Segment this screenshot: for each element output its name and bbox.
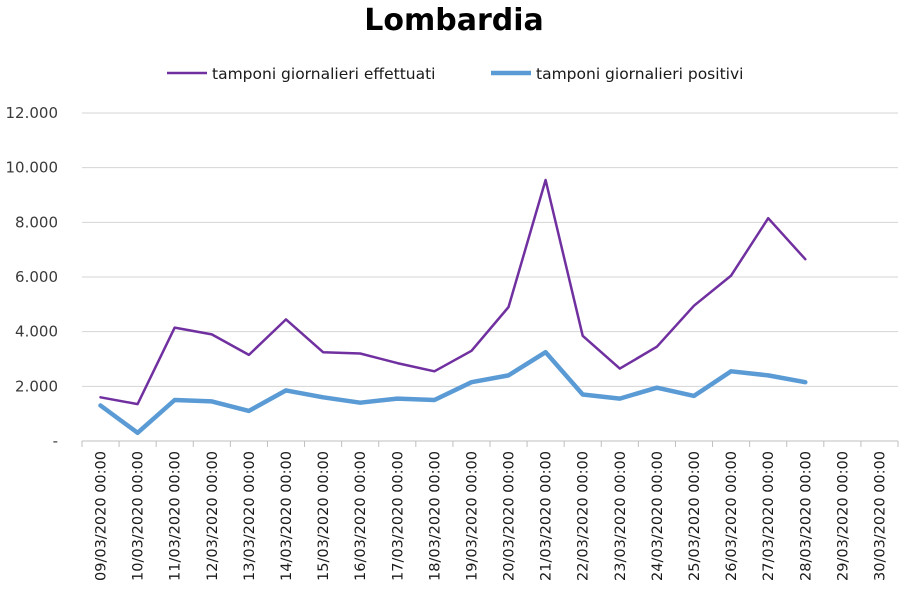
series-line-positivi bbox=[98, 349, 808, 436]
legend-label-positivi: tamponi giornalieri positivi bbox=[536, 65, 743, 83]
series-lines bbox=[98, 178, 808, 436]
y-axis-ticks: - 2.000 4.000 6.000 8.000 10.000 12.000 bbox=[6, 104, 59, 450]
y-tick-label: 10.000 bbox=[6, 159, 59, 177]
x-tick-label: 18/03/2020 00:00 bbox=[427, 451, 443, 581]
y-tick-label: 8.000 bbox=[15, 213, 58, 231]
x-tick-label: 16/03/2020 00:00 bbox=[353, 451, 369, 581]
x-tick-label: 23/03/2020 00:00 bbox=[613, 451, 629, 581]
x-tick-label: 20/03/2020 00:00 bbox=[502, 451, 518, 581]
legend: tamponi giornalieri effettuati tamponi g… bbox=[167, 65, 743, 83]
x-tick-label: 14/03/2020 00:00 bbox=[279, 451, 295, 581]
x-tick-label: 15/03/2020 00:00 bbox=[316, 451, 332, 581]
x-tick-label: 10/03/2020 00:00 bbox=[131, 451, 147, 581]
x-tick-label: 27/03/2020 00:00 bbox=[761, 451, 777, 581]
grid-lines bbox=[82, 112, 898, 387]
y-tick-label: 4.000 bbox=[15, 323, 58, 341]
x-tick-label: 09/03/2020 00:00 bbox=[94, 451, 110, 581]
x-tick-label: 13/03/2020 00:00 bbox=[242, 451, 258, 581]
y-tick-label: - bbox=[53, 432, 58, 450]
x-tick-label: 25/03/2020 00:00 bbox=[687, 451, 703, 581]
x-tick-label: 22/03/2020 00:00 bbox=[576, 451, 592, 581]
y-tick-label: 2.000 bbox=[15, 377, 58, 395]
x-axis: 09/03/2020 00:00 10/03/2020 00:00 11/03/20… bbox=[81, 440, 899, 581]
y-tick-label: 12.000 bbox=[6, 104, 59, 122]
x-tick-label: 30/03/2020 00:00 bbox=[872, 451, 888, 581]
x-tick-label: 21/03/2020 00:00 bbox=[539, 451, 555, 581]
x-tick-label: 11/03/2020 00:00 bbox=[168, 451, 184, 581]
x-tick-label: 24/03/2020 00:00 bbox=[650, 451, 666, 581]
x-tick-label: 28/03/2020 00:00 bbox=[798, 451, 814, 581]
y-tick-label: 6.000 bbox=[15, 268, 58, 286]
x-tick-label: 29/03/2020 00:00 bbox=[835, 451, 851, 581]
chart-title: Lombardia bbox=[364, 3, 544, 38]
x-tick-label: 17/03/2020 00:00 bbox=[390, 451, 406, 581]
x-tick-label: 19/03/2020 00:00 bbox=[464, 451, 480, 581]
x-tick-label: 26/03/2020 00:00 bbox=[724, 451, 740, 581]
legend-label-effettuati: tamponi giornalieri effettuati bbox=[212, 65, 435, 83]
x-tick-label: 12/03/2020 00:00 bbox=[205, 451, 221, 581]
series-line-effettuati bbox=[99, 178, 807, 406]
